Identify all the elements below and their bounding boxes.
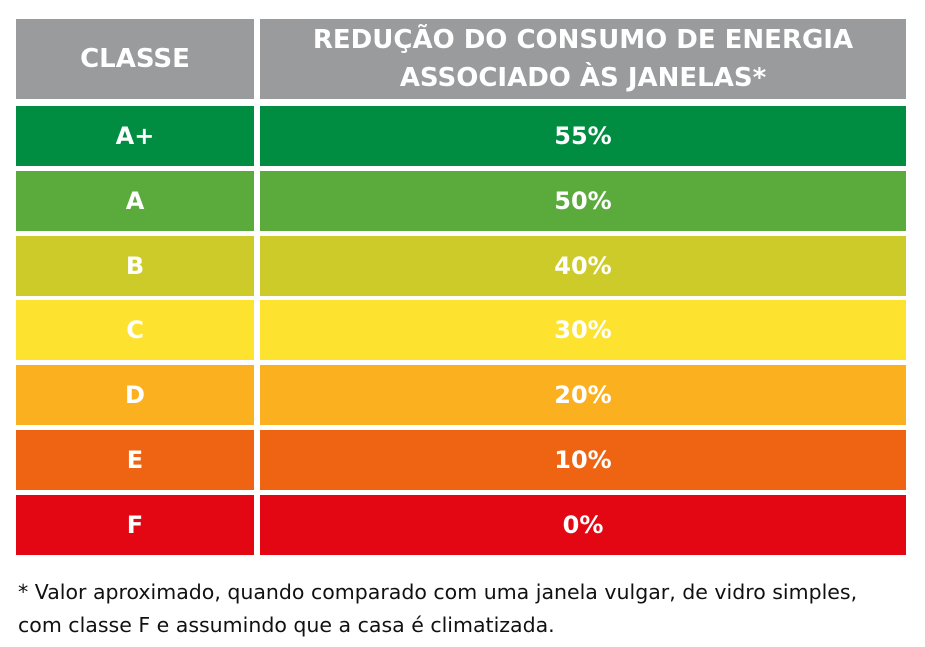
- class-label: F: [126, 511, 144, 539]
- class-cell-b: B: [16, 236, 254, 296]
- value-cell-b: 40%: [260, 236, 906, 296]
- value-cell-a: 50%: [260, 171, 906, 231]
- class-cell-c: C: [16, 300, 254, 360]
- value-cell-f: 0%: [260, 495, 906, 555]
- class-label: C: [126, 316, 144, 344]
- class-cell-d: D: [16, 365, 254, 425]
- class-cell-a-plus: A+: [16, 106, 254, 166]
- value-cell-e: 10%: [260, 430, 906, 490]
- header-reduction-line2: ASSOCIADO ÀS JANELAS*: [399, 63, 767, 93]
- header-class-cell: CLASSE: [16, 19, 254, 99]
- class-label: A+: [115, 122, 155, 150]
- class-label: D: [125, 381, 145, 409]
- header-reduction-cell: REDUÇÃO DO CONSUMO DE ENERGIA ASSOCIADO …: [260, 19, 906, 99]
- footnote-line-2: com classe F e assumindo que a casa é cl…: [18, 613, 555, 637]
- value-cell-d: 20%: [260, 365, 906, 425]
- class-cell-e: E: [16, 430, 254, 490]
- reduction-value: 20%: [554, 381, 612, 409]
- reduction-value: 55%: [554, 122, 612, 150]
- header-class-label: CLASSE: [80, 44, 190, 74]
- value-cell-a-plus: 55%: [260, 106, 906, 166]
- reduction-value: 10%: [554, 446, 612, 474]
- reduction-value: 0%: [562, 511, 604, 539]
- header-reduction-line1: REDUÇÃO DO CONSUMO DE ENERGIA: [312, 25, 854, 55]
- reduction-value: 30%: [554, 316, 612, 344]
- value-cell-c: 30%: [260, 300, 906, 360]
- footnote-line-1: * Valor aproximado, quando comparado com…: [18, 580, 858, 604]
- class-label: A: [125, 187, 145, 215]
- class-cell-a: A: [16, 171, 254, 231]
- class-label: B: [125, 252, 145, 280]
- reduction-value: 50%: [554, 187, 612, 215]
- reduction-value: 40%: [554, 252, 612, 280]
- class-label: E: [126, 446, 144, 474]
- class-cell-f: F: [16, 495, 254, 555]
- footnote: * Valor aproximado, quando comparado com…: [18, 576, 913, 642]
